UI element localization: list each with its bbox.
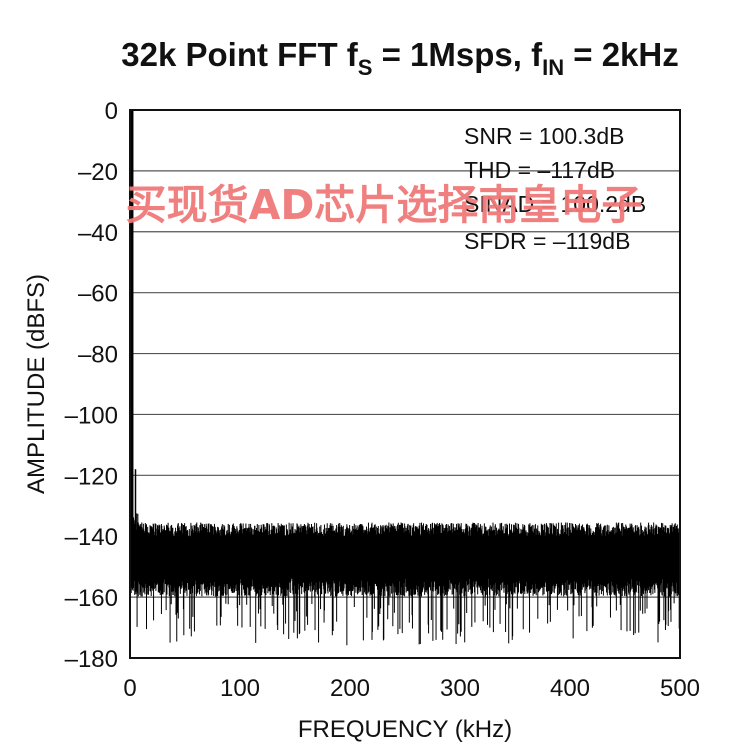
y-tick-label: –180 xyxy=(65,646,118,673)
snr-annotation: SNR = 100.3dB xyxy=(464,123,624,149)
plot-area xyxy=(129,109,681,659)
watermark-text: 买现货AD芯片选择南皇电子 xyxy=(126,181,643,229)
x-tick-label: 500 xyxy=(660,675,700,702)
y-tick-label: –120 xyxy=(65,463,118,490)
x-tick-labels: 0 100 200 300 400 500 xyxy=(123,675,700,702)
y-tick-labels: 0 –20 –40 –60 –80 –100 –120 –140 –160 –180 xyxy=(65,98,118,673)
x-tick-label: 0 xyxy=(123,675,136,702)
sinad-annotation: SINAD = 100.2dB xyxy=(464,191,646,217)
y-tick-label: –60 xyxy=(78,281,118,308)
y-tick-label: –100 xyxy=(65,402,118,429)
y-axis-label: AMPLITUDE (dBFS) xyxy=(23,274,50,494)
plot-frame xyxy=(129,109,681,659)
chart-title: 32k Point FFT fS = 1Msps, fIN = 2kHz xyxy=(121,36,679,80)
x-tick-label: 300 xyxy=(440,675,480,702)
y-tick-label: –20 xyxy=(78,159,118,186)
stats-annotations: SNR = 100.3dB THD = –117dB SINAD = 100.2… xyxy=(464,123,646,254)
x-tick-label: 400 xyxy=(550,675,590,702)
thd-annotation: THD = –117dB xyxy=(464,157,615,183)
sfdr-annotation: SFDR = –119dB xyxy=(464,228,630,254)
y-tick-label: 0 xyxy=(105,98,118,125)
x-axis-label: FREQUENCY (kHz) xyxy=(298,716,512,743)
y-tick-label: –80 xyxy=(78,342,118,369)
noise-floor-core xyxy=(130,536,680,573)
x-tick-label: 100 xyxy=(220,675,260,702)
y-tick-label: –160 xyxy=(65,585,118,612)
x-tick-label: 200 xyxy=(330,675,370,702)
y-tick-label: –140 xyxy=(65,524,118,551)
y-tick-label: –40 xyxy=(78,220,118,247)
